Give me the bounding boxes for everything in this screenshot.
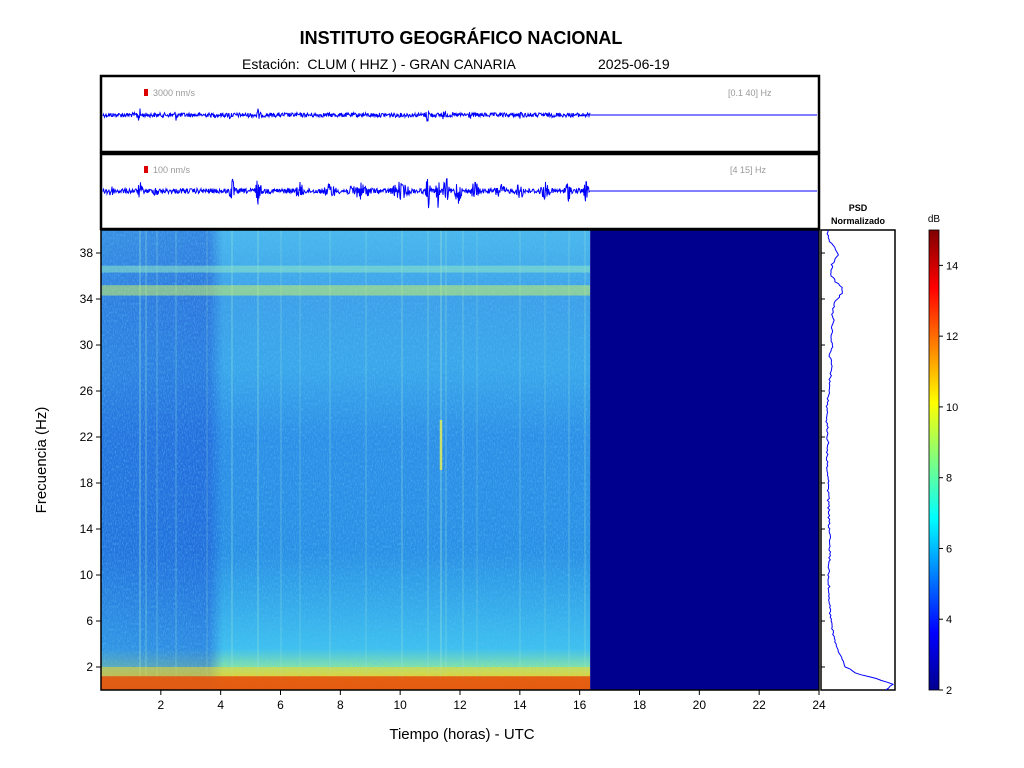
x-tick-label: 22: [752, 698, 766, 712]
frequency-band: [101, 285, 591, 296]
scale-bar: [144, 89, 148, 96]
y-tick-label: 38: [80, 246, 94, 260]
psd-ticks: [821, 252, 825, 668]
y-tick-label: 14: [80, 522, 94, 536]
x-tick-label: 4: [217, 698, 224, 712]
x-axis-ticks: 2 4 6 8 10 12 14 16 18 20 22 24: [157, 690, 826, 712]
spectrogram-panel: 2 4 6 8 10 12 14 16 18 20 22 24 261014182226303438 …: [33, 229, 826, 743]
spectrogram-nodata-area: [590, 230, 819, 690]
x-tick-label: 20: [693, 698, 707, 712]
chart-title: INSTITUTO GEOGRÁFICO NACIONAL: [299, 28, 623, 48]
frequency-band: [101, 265, 591, 273]
y-axis-label: Frecuencia (Hz): [33, 407, 50, 514]
x-tick-label: 8: [337, 698, 344, 712]
frequency-band: [101, 676, 591, 690]
band-label: [0.1 40] Hz: [728, 88, 772, 98]
colorbar-tick-label: 8: [946, 473, 952, 485]
x-tick-label: 2: [157, 698, 164, 712]
frequency-band: [101, 667, 591, 677]
seismogram-panel-filtered: 100 nm/s [4 15] Hz: [99, 152, 821, 231]
colorbar-ticks: 2 4 6 8 10 12 14: [939, 260, 958, 697]
date-label: 2025-06-19: [598, 56, 670, 72]
x-tick-label: 16: [573, 698, 587, 712]
spectrogram-noise: [101, 230, 590, 690]
colorbar-tick-label: 14: [946, 260, 958, 272]
scale-label: 100 nm/s: [153, 165, 191, 175]
station-name: CLUM ( HHZ ) - GRAN CANARIA: [307, 56, 516, 72]
band-label: [4 15] Hz: [730, 165, 767, 175]
y-tick-label: 2: [86, 660, 93, 674]
psd-panel: PSD Normalizado: [820, 203, 896, 691]
colorbar-tick-label: 6: [946, 543, 952, 555]
y-tick-label: 26: [80, 384, 94, 398]
colorbar-tick-label: 10: [946, 402, 958, 414]
x-tick-label: 24: [812, 698, 826, 712]
station-subtitle: Estación: CLUM ( HHZ ) - GRAN CANARIA: [242, 56, 516, 72]
x-tick-label: 14: [513, 698, 527, 712]
psd-curve: [825, 229, 895, 691]
x-tick-label: 6: [277, 698, 284, 712]
spectrogram-vertical-events: [139, 230, 586, 680]
y-tick-label: 22: [80, 430, 94, 444]
y-tick-label: 34: [80, 292, 94, 306]
seismogram-panel-broadband: 3000 nm/s [0.1 40] Hz: [99, 74, 821, 154]
y-tick-label: 30: [80, 338, 94, 352]
x-tick-label: 10: [393, 698, 407, 712]
scale-label: 3000 nm/s: [153, 88, 196, 98]
colorbar: dB 2 4 6 8 10 12 14: [928, 214, 958, 697]
scale-bar: [144, 166, 148, 173]
psd-subtitle: Normalizado: [831, 216, 886, 226]
y-tick-label: 6: [86, 614, 93, 628]
colorbar-tick-label: 4: [946, 614, 952, 626]
seismogram-trace: [102, 108, 591, 122]
spectrogram-bands: [101, 265, 591, 690]
x-tick-label: 12: [453, 698, 467, 712]
colorbar-tick-label: 2: [946, 685, 952, 697]
colorbar-label: dB: [928, 214, 941, 225]
psd-title: PSD: [849, 203, 868, 213]
y-tick-label: 10: [80, 568, 94, 582]
x-axis-label: Tiempo (horas) - UTC: [389, 726, 534, 743]
colorbar-tick-label: 12: [946, 331, 958, 343]
y-tick-label: 18: [80, 476, 94, 490]
station-label: Estación:: [242, 56, 300, 72]
x-tick-label: 18: [633, 698, 647, 712]
seismogram-trace: [102, 178, 591, 209]
